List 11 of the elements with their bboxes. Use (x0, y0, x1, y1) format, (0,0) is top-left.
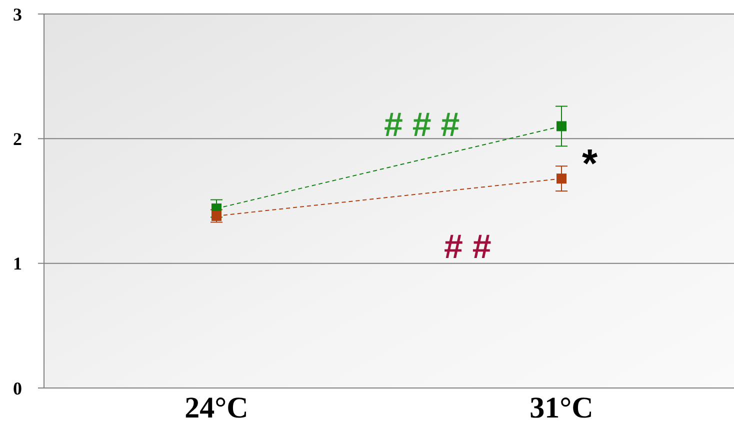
y-tick-label: 1 (13, 254, 22, 274)
x-tick-label: 24°C (184, 391, 248, 424)
annotation: # # # (384, 106, 460, 145)
y-tick-label: 0 (13, 378, 22, 398)
x-tick-label: 31°C (530, 391, 594, 424)
y-tick-label: 2 (13, 129, 22, 150)
point (556, 121, 566, 132)
annotation: * (582, 142, 598, 187)
annotation: # # (444, 228, 492, 267)
point (556, 174, 566, 184)
y-tick-label: 3 (13, 4, 22, 24)
